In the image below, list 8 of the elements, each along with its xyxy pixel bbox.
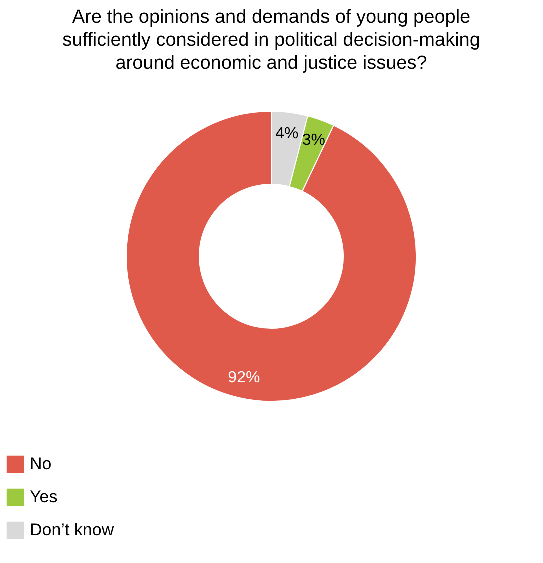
donut-slice — [126, 111, 417, 402]
legend-label: No — [30, 454, 52, 474]
legend-label: Don’t know — [30, 520, 115, 540]
chart-title: Are the opinions and demands of young people sufficiently considered in political decision-making around economic and justice issues? — [62, 7, 480, 74]
data-label: 4% — [276, 126, 299, 142]
legend-label: Yes — [30, 488, 58, 506]
data-label: 92% — [228, 369, 260, 386]
data-label: 3% — [302, 132, 326, 149]
